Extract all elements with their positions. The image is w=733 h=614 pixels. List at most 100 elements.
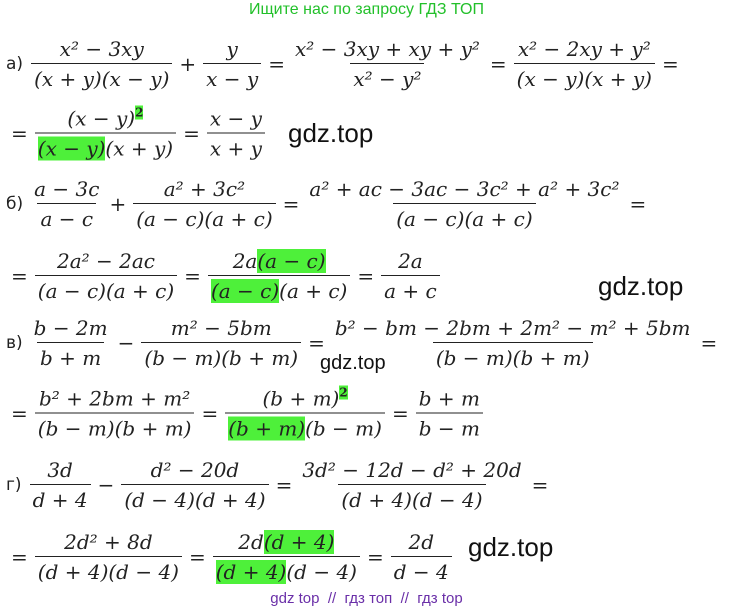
math-part: (b + m) [262, 386, 340, 411]
denominator: x + y [206, 132, 265, 160]
math-part: 2d² + 8d [64, 530, 153, 554]
footer: gdz top // гдз топ // гдз top [270, 590, 463, 607]
equation-row: в) b − 2m b + m − m² − 5bm (b − m)(b + m) = b² … [6, 316, 722, 370]
denominator: b − m [415, 412, 483, 440]
operator: = [366, 545, 384, 569]
highlighted-part: 2 [339, 385, 348, 400]
math-part: x² − 3xy + xy + y² [294, 37, 480, 61]
denominator: (d + 4)(d − 4) [338, 484, 486, 512]
numerator: 2a(a − c) [230, 249, 329, 275]
math-part: d + 4 [32, 488, 88, 512]
denominator: (b − m)(b + m) [432, 342, 593, 370]
fraction: y x − y [203, 37, 262, 91]
equation-row: = 2a² − 2ac (a − c)(a + c) = 2a(a − c) (a − c… [6, 249, 442, 303]
operator: = [11, 121, 28, 145]
fraction: 3d d + 4 [29, 458, 91, 512]
numerator: 2a [395, 249, 426, 275]
denominator: d + 4 [29, 484, 91, 512]
fraction: a − 3c a − c [31, 177, 102, 231]
math-part: 3d [47, 458, 73, 482]
math-part: 2d [408, 530, 434, 554]
numerator: (b + m)2 [259, 385, 350, 413]
math-part: (b − m)(b + m) [144, 346, 299, 370]
operator: = [629, 192, 647, 216]
math-part: 2d [238, 530, 264, 554]
math-part: x² − y² [353, 67, 422, 91]
denominator: (d + 4)(d − 4) [34, 556, 182, 584]
highlighted-part: (b + m) [228, 416, 306, 441]
numerator: b − 2m [31, 316, 111, 342]
math-part: b − m [418, 416, 480, 440]
numerator: m² − 5bm [168, 316, 275, 342]
math-part: (d + 4)(d − 4) [341, 488, 483, 512]
math-part: 2a [232, 249, 258, 273]
operator: = [489, 52, 507, 76]
numerator: 3d² − 12d − d² + 20d [299, 458, 524, 484]
math-part: (a − c)(a + c) [136, 207, 273, 231]
operator: = [275, 473, 293, 497]
denominator: x − y [203, 63, 262, 91]
fraction: 2a(a − c) (a − c)(a + c) [207, 249, 351, 303]
math-part: (x − y) [67, 106, 136, 131]
math-part: 3d² − 12d − d² + 20d [302, 458, 522, 482]
operator: = [357, 264, 375, 288]
numerator: x² − 2xy + y² [515, 37, 654, 63]
highlighted-part: (d + 4) [263, 530, 335, 554]
denominator: (a − c)(a + c) [393, 203, 536, 231]
fraction: 2d d − 4 [390, 530, 452, 584]
watermark: gdz.top [598, 271, 684, 301]
math-part: b² + 2bm + m² [38, 386, 191, 410]
math-part: (b − m)(b + m) [37, 416, 192, 440]
denominator: (a − c)(a + c) [133, 203, 276, 231]
equation-row: б) a − 3c a − c + a² + 3c² (a − c)(a + c) = a² … [6, 177, 651, 231]
numerator: (x − y)2 [64, 105, 146, 133]
fraction: x² − 3xy (x + y)(x − y) [31, 37, 173, 91]
denominator: d − 4 [390, 556, 452, 584]
math-part: (b − m) [305, 416, 382, 441]
operator: = [183, 121, 200, 145]
math-part: (a − c)(a + c) [396, 207, 533, 231]
math-part: 2a [398, 249, 423, 273]
numerator: b + m [416, 386, 483, 412]
item-label: а) [6, 54, 24, 74]
math-part: a + c [384, 279, 437, 303]
operator: = [282, 192, 300, 216]
denominator: (a − c)(a + c) [207, 275, 351, 303]
denominator: b + m [37, 342, 105, 370]
denominator: (d − 4)(d + 4) [121, 484, 269, 512]
numerator: d² − 20d [148, 458, 243, 484]
denominator: (d + 4)(d − 4) [212, 556, 360, 584]
numerator: b² + 2bm + m² [36, 386, 193, 412]
math-part: a² + 3c² [163, 177, 246, 201]
operator: = [188, 545, 206, 569]
equation-row: = b² + 2bm + m² (b − m)(b + m) = (b + m)2 (b … [6, 385, 485, 441]
denominator: (x − y)(x + y) [513, 63, 655, 91]
math-part: d − 4 [393, 560, 449, 584]
fraction: 2a a + c [381, 249, 440, 303]
operator: = [308, 331, 325, 355]
fraction: 2d² + 8d (d + 4)(d − 4) [34, 530, 182, 584]
fraction: a² + 3c² (a − c)(a + c) [133, 177, 276, 231]
math-part: a² + ac − 3ac − 3c² + a² + 3c² [309, 177, 620, 201]
numerator: b² − bm − 2bm + 2m² − m² + 5bm [332, 316, 694, 342]
math-part: x − y [206, 67, 259, 91]
denominator: (b − m)(b + m) [34, 412, 195, 440]
math-part: m² − 5bm [170, 316, 272, 340]
numerator: y [224, 37, 241, 63]
fraction: (x − y)2 (x − y) (x + y) [34, 105, 177, 161]
denominator: a − c [37, 203, 97, 231]
operator: = [11, 401, 28, 425]
fraction: x² − 3xy + xy + y² x² − y² [292, 37, 483, 91]
math-part: x − y [209, 106, 262, 130]
math-part: (x + y) [105, 136, 174, 161]
numerator: x² − 3xy + xy + y² [292, 37, 483, 63]
highlighted-part: (a − c) [257, 249, 326, 273]
math-part: (x − y)(x + y) [516, 67, 652, 91]
denominator: x² − y² [350, 63, 425, 91]
fraction: b² − bm − 2bm + 2m² − m² + 5bm (b − m)(b … [332, 316, 694, 370]
operator: − [117, 331, 135, 355]
operator: = [11, 264, 28, 288]
math-part: b − 2m [33, 316, 108, 340]
fraction: x − y x + y [206, 106, 265, 160]
